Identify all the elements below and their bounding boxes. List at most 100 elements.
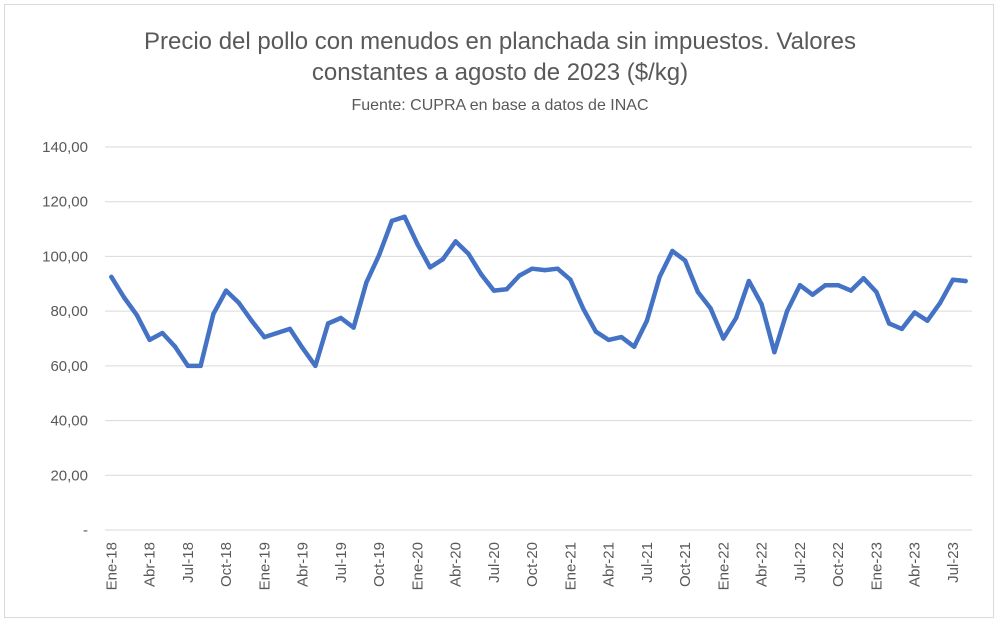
data-point [733, 315, 739, 321]
x-tick-label: Abr-19 [295, 542, 312, 587]
gridlines [105, 146, 972, 531]
data-point [211, 311, 216, 317]
data-point [415, 241, 420, 247]
x-tick-label: Ene-19 [256, 542, 273, 590]
data-point [874, 289, 879, 295]
data-point [682, 258, 688, 263]
series-group [109, 214, 968, 369]
y-tick-label: 60,00 [50, 358, 88, 375]
x-tick-label: Abr-22 [754, 542, 771, 587]
data-point [389, 218, 395, 224]
data-point [912, 310, 917, 315]
data-point [593, 329, 599, 334]
data-point [631, 344, 637, 349]
data-point [708, 306, 713, 311]
y-tick-label: 20,00 [50, 467, 88, 484]
data-point [555, 266, 560, 271]
x-tick-label: Ene-22 [715, 542, 732, 590]
data-point [313, 363, 318, 369]
chart-title-line-2: constantes a agosto de 2023 ($/kg) [311, 59, 689, 86]
y-tick-label: 140,00 [42, 139, 88, 156]
data-point [721, 336, 726, 341]
data-point [466, 251, 471, 256]
x-tick-label: Jul-19 [333, 542, 350, 583]
x-tick-label: Jul-21 [639, 542, 656, 583]
data-point [517, 273, 522, 278]
x-axis-ticks: Ene-18 Abr-18 Jul-18 Oct-18 Ene-19 Abr-19 Jul-… [103, 542, 962, 590]
data-point [109, 274, 114, 280]
x-tick-label: Ene-21 [562, 542, 579, 590]
x-tick-label: Oct-21 [677, 542, 694, 587]
x-tick-label: Abr-21 [601, 542, 618, 587]
data-point [529, 266, 535, 271]
chart-subtitle: Fuente: CUPRA en base a datos de INAC [351, 97, 649, 114]
data-point [121, 295, 127, 300]
data-point [950, 277, 956, 282]
data-point [160, 330, 165, 336]
data-point [784, 308, 790, 314]
data-point [223, 288, 229, 293]
data-point [351, 325, 356, 330]
chart-title-line-1: Precio del pollo con menudos en planchad… [144, 28, 856, 55]
data-point [657, 274, 662, 280]
data-point [402, 214, 407, 219]
x-tick-label: Jul-20 [486, 542, 503, 583]
x-tick-label: Ene-18 [103, 542, 120, 590]
data-point [644, 318, 650, 323]
data-point [542, 267, 548, 273]
y-tick-label: - [83, 522, 88, 539]
data-point [797, 282, 803, 288]
y-axis-ticks: - 20,00 40,00 60,00 80,00 100,00 120,00 140,00 [42, 139, 88, 539]
data-point [198, 363, 203, 369]
data-point [746, 278, 752, 284]
data-point [772, 349, 777, 355]
data-point [440, 256, 446, 262]
data-point [325, 321, 331, 326]
x-tick-label: Oct-19 [371, 542, 388, 587]
data-point [504, 287, 509, 292]
data-point [759, 302, 764, 307]
data-point [568, 277, 573, 282]
data-point [478, 272, 484, 277]
data-point [810, 292, 815, 297]
x-tick-label: Abr-18 [142, 542, 159, 587]
data-point [236, 300, 242, 306]
x-tick-label: Oct-20 [524, 542, 541, 587]
x-tick-label: Jul-23 [945, 542, 962, 583]
chart-title: Precio del pollo con menudos en planchad… [0, 26, 1000, 88]
data-point [147, 337, 152, 343]
x-tick-label: Abr-20 [448, 542, 465, 587]
x-tick-label: Jul-18 [180, 542, 197, 583]
data-point [287, 326, 293, 332]
series-line [109, 214, 968, 369]
x-tick-label: Oct-22 [830, 542, 847, 587]
data-point [848, 288, 854, 293]
x-tick-label: Ene-23 [868, 542, 885, 590]
data-point [963, 278, 968, 284]
data-point [376, 252, 382, 258]
data-point [619, 334, 624, 340]
data-point [823, 282, 828, 288]
data-point [134, 313, 140, 318]
data-point [695, 289, 701, 295]
data-point [338, 315, 344, 321]
data-point [835, 282, 841, 288]
y-tick-label: 120,00 [42, 194, 88, 211]
data-point [886, 321, 892, 326]
y-tick-label: 100,00 [42, 248, 88, 265]
data-point [274, 330, 280, 336]
data-point [670, 248, 675, 254]
data-point [185, 363, 191, 369]
data-point [606, 337, 611, 343]
x-tick-label: Jul-22 [792, 542, 809, 583]
data-point [925, 318, 930, 323]
data-point [172, 344, 178, 349]
data-point [937, 300, 943, 306]
data-point [861, 276, 866, 281]
data-point [249, 318, 254, 323]
y-tick-label: 40,00 [50, 413, 88, 430]
data-point [491, 288, 497, 293]
x-tick-label: Oct-18 [218, 542, 235, 587]
x-tick-label: Ene-20 [409, 542, 426, 590]
